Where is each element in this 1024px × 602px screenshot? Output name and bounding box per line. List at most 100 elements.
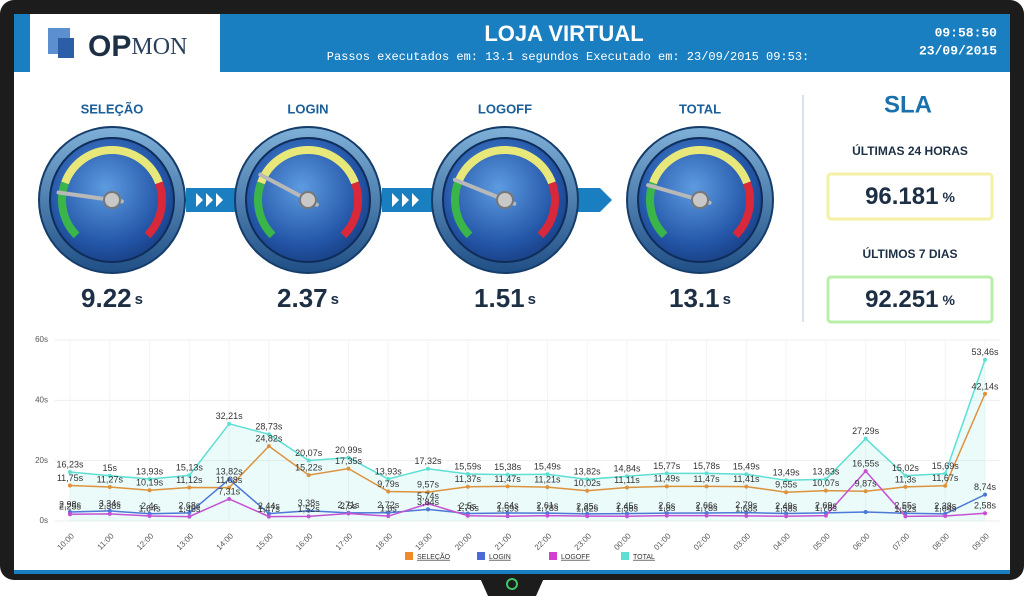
data-label: 20,07s bbox=[295, 448, 323, 458]
data-label: 1,68s bbox=[735, 503, 758, 513]
data-label: 1,52s bbox=[298, 504, 321, 514]
point bbox=[227, 485, 232, 490]
data-label: 15,59s bbox=[454, 461, 482, 471]
point bbox=[68, 483, 72, 488]
point bbox=[306, 458, 311, 463]
gauge-zone bbox=[254, 181, 276, 239]
point bbox=[704, 513, 709, 518]
data-label: 2,98s bbox=[59, 499, 82, 509]
data-label: 2,69s bbox=[815, 500, 838, 510]
data-label: 1,52s bbox=[894, 504, 917, 514]
point bbox=[744, 472, 749, 477]
gauge-zone bbox=[144, 181, 166, 239]
point bbox=[346, 466, 351, 471]
legend-label: LOGIN bbox=[489, 554, 511, 561]
data-label: 2,64s bbox=[497, 500, 520, 510]
point bbox=[784, 478, 789, 483]
point bbox=[147, 514, 152, 519]
point bbox=[823, 477, 828, 482]
line bbox=[69, 469, 986, 518]
gauge-label: TOTAL bbox=[679, 101, 721, 116]
data-label: 2,66s bbox=[696, 500, 719, 510]
data-label: 3,34s bbox=[99, 498, 122, 508]
data-label: 1,59s bbox=[497, 504, 520, 514]
point bbox=[784, 514, 789, 519]
data-label: 15,22s bbox=[295, 462, 323, 472]
data-label: 15,78s bbox=[693, 461, 721, 471]
data-label: 1,62s bbox=[576, 503, 599, 513]
gauge-value: 13.1 s bbox=[669, 283, 731, 313]
data-label: 42,14s bbox=[971, 381, 999, 391]
point bbox=[943, 514, 948, 519]
point bbox=[744, 484, 749, 489]
y-tick-label: 40s bbox=[35, 395, 48, 404]
point bbox=[68, 470, 72, 475]
point bbox=[426, 466, 431, 471]
data-label: 11,11s bbox=[614, 475, 640, 485]
gauge-zone bbox=[257, 146, 359, 185]
data-label: 11,12s bbox=[176, 475, 203, 485]
data-label: 15,13s bbox=[176, 463, 204, 473]
line bbox=[69, 359, 986, 482]
data-label: 9,57s bbox=[417, 480, 440, 490]
data-label: 1,64s bbox=[139, 503, 162, 513]
data-label: 16,23s bbox=[56, 459, 84, 469]
flow-chevrons bbox=[196, 193, 419, 207]
gauge-number: 1.51 bbox=[474, 283, 525, 313]
point bbox=[465, 484, 470, 489]
data-label: 2,68s bbox=[178, 500, 201, 510]
data-label: 10,07s bbox=[812, 478, 840, 488]
data-label: 9,87s bbox=[855, 479, 878, 489]
point bbox=[266, 444, 271, 449]
data-label: 1,78s bbox=[696, 503, 719, 513]
point bbox=[107, 511, 112, 516]
point bbox=[107, 508, 112, 513]
gauge-value: 1.51 s bbox=[474, 283, 536, 313]
gauge-hub bbox=[103, 191, 121, 209]
data-label: 27,29s bbox=[852, 426, 880, 436]
data-label: 2,6s bbox=[658, 501, 676, 511]
data-label: 2,71s bbox=[337, 500, 360, 510]
point bbox=[704, 484, 709, 489]
sla-box bbox=[826, 172, 994, 221]
gauge-unit: s bbox=[528, 291, 536, 308]
data-label: 7,31s bbox=[218, 486, 241, 496]
point bbox=[664, 471, 669, 476]
data-label: 13,83s bbox=[812, 467, 840, 477]
data-label: 14,84s bbox=[613, 464, 641, 474]
sla-unit: % bbox=[942, 189, 955, 205]
y-tick-label: 60s bbox=[35, 335, 48, 344]
gauge-zone bbox=[61, 146, 163, 185]
gauge-unit: s bbox=[723, 291, 731, 308]
data-label: 20,99s bbox=[335, 445, 363, 455]
data-label: 11,37s bbox=[455, 474, 482, 484]
data-label: 1,78s bbox=[815, 503, 838, 513]
point bbox=[147, 488, 152, 493]
point bbox=[346, 511, 351, 516]
point bbox=[863, 436, 868, 441]
gauge-label: SELEÇÃO bbox=[81, 101, 144, 116]
gauge-zone bbox=[451, 181, 473, 239]
data-label: 1,46s bbox=[178, 504, 201, 514]
point bbox=[704, 471, 709, 476]
gauge-zone bbox=[537, 181, 559, 239]
data-label: 2,44s bbox=[258, 501, 281, 511]
point bbox=[386, 514, 391, 519]
gauge-number: 2.37 bbox=[277, 283, 328, 313]
data-label: 1,47s bbox=[258, 504, 281, 514]
data-label: 3,84s bbox=[417, 497, 440, 507]
data-label: 2,72s bbox=[377, 500, 400, 510]
gauge-hub bbox=[496, 191, 514, 209]
sla-label: ÚLTIMAS 24 HORAS bbox=[852, 143, 968, 158]
data-label: 11,47s bbox=[494, 474, 521, 484]
sla-box bbox=[826, 275, 994, 324]
point bbox=[465, 513, 470, 518]
point bbox=[624, 514, 629, 519]
point bbox=[306, 473, 311, 478]
power-button[interactable] bbox=[506, 578, 518, 590]
point bbox=[943, 483, 948, 488]
sla-value: 92.251% bbox=[865, 286, 955, 313]
data-label: 15,77s bbox=[653, 461, 681, 471]
